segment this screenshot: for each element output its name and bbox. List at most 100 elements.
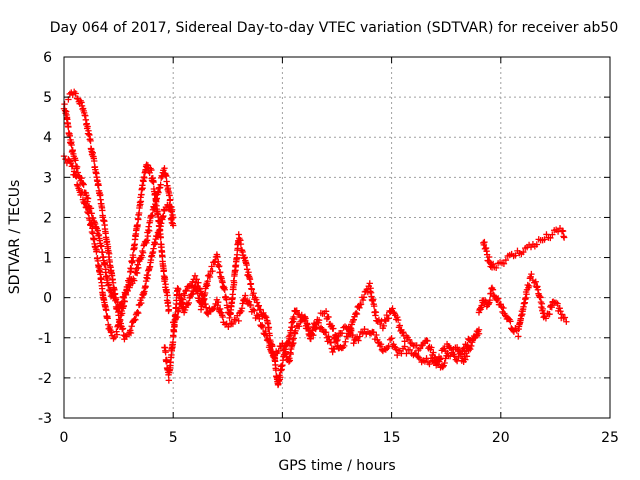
data-point — [282, 348, 289, 355]
data-point — [66, 132, 74, 139]
data-point — [510, 328, 518, 335]
data-point — [296, 323, 303, 330]
y-axis-label: SDTVAR / TECUs — [7, 180, 23, 295]
data-point — [441, 359, 448, 367]
data-point — [257, 306, 264, 313]
y-tick-label: 1 — [43, 251, 52, 267]
data-point — [202, 304, 210, 311]
data-point — [548, 303, 555, 311]
data-point — [543, 231, 550, 238]
data-point — [386, 336, 394, 343]
data-point — [120, 331, 127, 339]
data-point — [105, 281, 112, 288]
data-point — [467, 345, 474, 353]
data-point — [560, 234, 568, 241]
data-point — [79, 188, 86, 196]
data-point — [270, 352, 277, 359]
data-point — [262, 327, 269, 335]
data-point — [356, 333, 363, 340]
data-point — [204, 278, 211, 285]
x-axis-ticks: 0 5 10 15 20 25 — [60, 57, 619, 446]
data-point — [541, 236, 548, 243]
data-point — [102, 266, 110, 273]
data-point — [399, 328, 407, 336]
data-point — [437, 355, 445, 362]
data-point — [121, 298, 128, 305]
data-point — [70, 168, 78, 175]
data-point — [259, 323, 267, 331]
data-point — [385, 315, 392, 322]
data-point — [198, 290, 205, 298]
data-point — [128, 323, 135, 330]
data-point — [359, 296, 367, 304]
data-point — [130, 254, 137, 261]
data-point — [436, 356, 444, 363]
data-point — [143, 237, 151, 244]
data-point — [93, 246, 100, 254]
data-point — [528, 270, 535, 278]
data-point — [84, 195, 92, 202]
x-tick-label: 15 — [383, 430, 401, 446]
data-point — [237, 240, 245, 248]
data-point — [350, 316, 358, 323]
data-point — [345, 323, 352, 331]
data-point — [426, 360, 433, 368]
data-point — [80, 181, 87, 188]
y-tick-label: 2 — [43, 210, 52, 226]
data-point — [441, 345, 448, 352]
data-point — [175, 305, 183, 312]
data-point — [265, 324, 273, 331]
data-point — [357, 301, 365, 308]
y-tick-label: 0 — [43, 291, 52, 307]
grid-lines — [64, 57, 610, 418]
data-point — [405, 336, 413, 344]
data-point — [160, 267, 168, 274]
data-point — [522, 294, 529, 302]
y-tick-label: -1 — [38, 331, 52, 347]
data-point — [456, 350, 463, 357]
data-point — [87, 137, 94, 145]
data-point — [95, 182, 102, 189]
data-point — [156, 227, 163, 235]
data-point — [65, 123, 72, 131]
data-point — [486, 296, 494, 304]
data-point — [450, 346, 457, 353]
data-point — [373, 331, 380, 339]
data-point — [264, 320, 272, 327]
data-point — [142, 238, 149, 245]
data-point — [169, 338, 177, 346]
data-point — [229, 320, 237, 328]
data-point — [176, 291, 183, 298]
data-point — [130, 317, 138, 324]
y-tick-label: 4 — [43, 130, 52, 146]
data-point — [181, 292, 188, 299]
data-point — [68, 141, 75, 149]
data-point — [72, 172, 79, 179]
data-point — [112, 294, 119, 301]
data-point — [162, 281, 169, 288]
data-point — [350, 340, 357, 347]
data-point — [520, 248, 527, 256]
data-point — [394, 351, 401, 359]
data-point — [135, 309, 142, 317]
data-point — [242, 292, 249, 299]
data-point — [394, 314, 401, 321]
data-point — [238, 305, 246, 312]
y-tick-label: 3 — [43, 170, 52, 186]
data-point — [78, 174, 85, 182]
data-point — [263, 332, 270, 339]
data-point — [243, 266, 251, 273]
data-point — [173, 313, 181, 321]
data-point — [253, 311, 261, 319]
data-point — [381, 316, 389, 323]
data-point — [500, 304, 507, 312]
data-point — [430, 349, 437, 356]
data-point — [88, 220, 95, 228]
data-point — [73, 173, 80, 180]
data-point — [547, 234, 554, 242]
data-point — [492, 264, 500, 272]
data-point — [442, 348, 449, 355]
data-point — [113, 331, 121, 338]
data-point — [330, 325, 337, 332]
data-point — [546, 310, 553, 318]
